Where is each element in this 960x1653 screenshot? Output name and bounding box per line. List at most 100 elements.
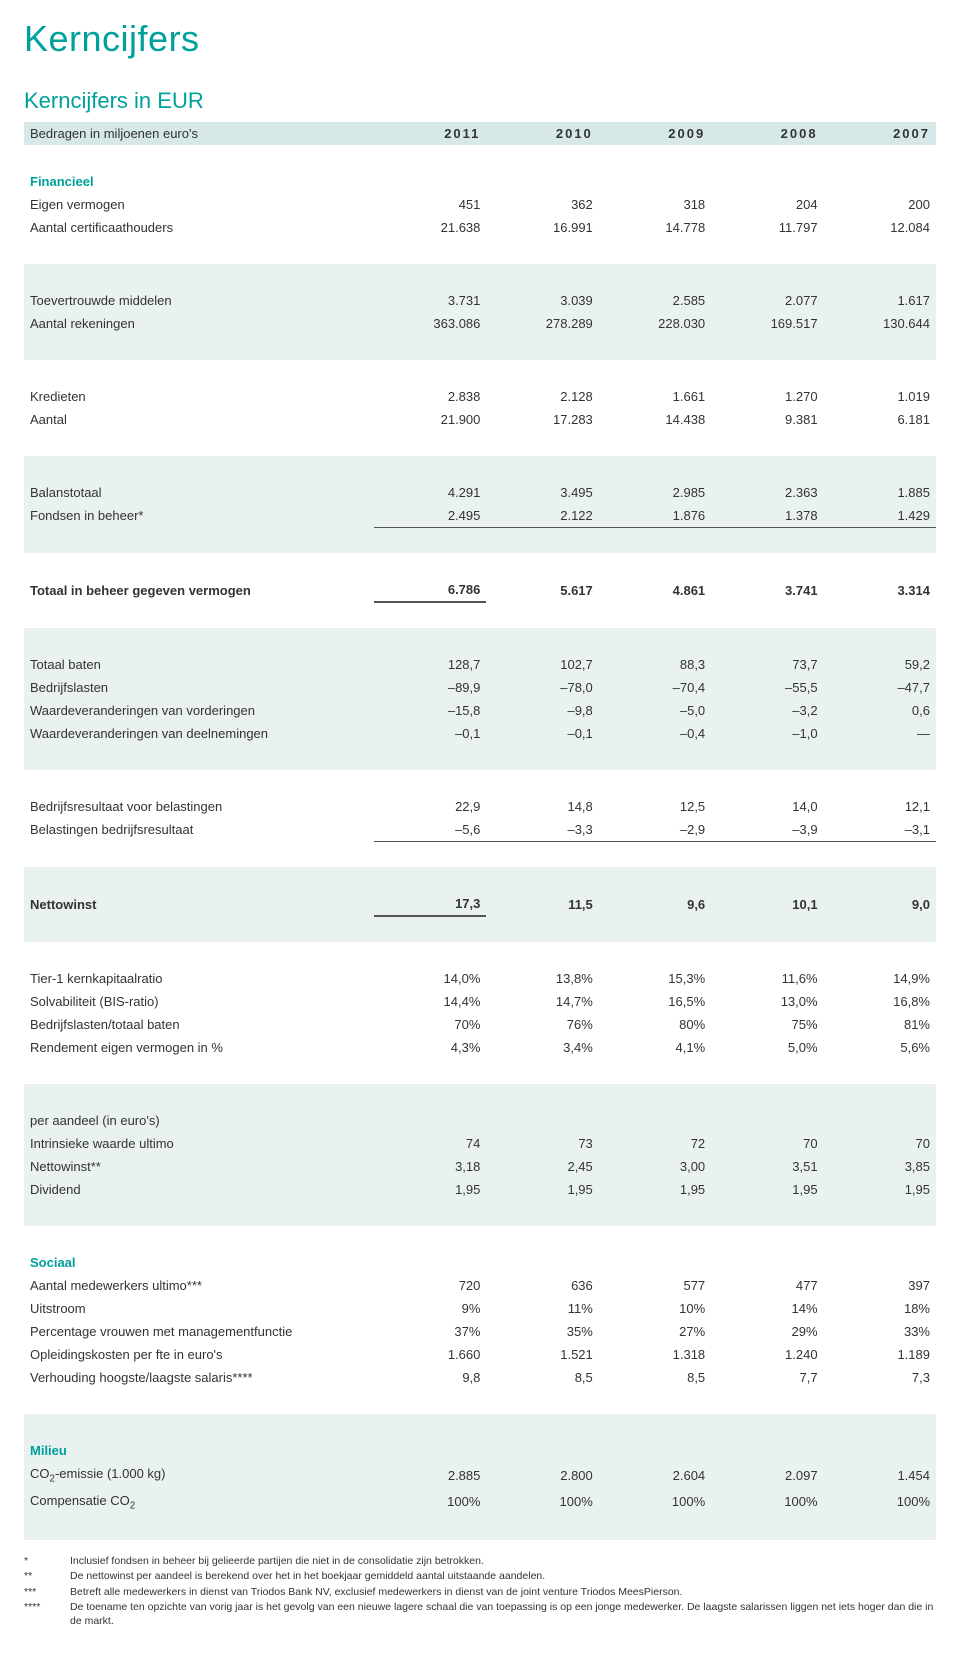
table-cell: 9%	[374, 1297, 486, 1320]
table-cell: 1,95	[599, 1178, 711, 1201]
table-cell: 27%	[599, 1320, 711, 1343]
table-cell: 3.731	[374, 289, 486, 312]
table-cell: 130.644	[824, 312, 936, 335]
table-cell: Sociaal	[24, 1251, 374, 1274]
table-cell: 75%	[711, 1013, 823, 1036]
table-cell: –0,1	[374, 722, 486, 745]
table-cell: 17.283	[486, 408, 598, 431]
footnotes: *Inclusief fondsen in beheer bij gelieer…	[24, 1554, 936, 1628]
table-cell: 29%	[711, 1320, 823, 1343]
table-cell: 4,3%	[374, 1036, 486, 1059]
table-cell: 14%	[711, 1297, 823, 1320]
table-cell: –3,1	[824, 818, 936, 842]
table-cell: 5,6%	[824, 1036, 936, 1059]
table-cell	[486, 170, 598, 193]
table-cell: per aandeel (in euro's)	[24, 1109, 374, 1132]
table-cell: 1.660	[374, 1343, 486, 1366]
table-cell: 16,8%	[824, 990, 936, 1013]
table-cell: 362	[486, 193, 598, 216]
table-cell: 21.638	[374, 216, 486, 239]
table-cell: 37%	[374, 1320, 486, 1343]
table-cell: 1.617	[824, 289, 936, 312]
table-cell: 9,8	[374, 1366, 486, 1389]
table-cell: –3,2	[711, 699, 823, 722]
table-cell	[374, 170, 486, 193]
table-cell: 3,85	[824, 1155, 936, 1178]
page-subtitle: Kerncijfers in EUR	[24, 88, 936, 114]
table-cell: Totaal baten	[24, 653, 374, 676]
table-cell: 17,3	[374, 892, 486, 916]
table-cell: 10,1	[711, 892, 823, 916]
table-cell	[374, 1251, 486, 1274]
table-cell: —	[824, 722, 936, 745]
table-cell: 1.661	[599, 385, 711, 408]
table-cell: 128,7	[374, 653, 486, 676]
table-cell: Aantal certificaathouders	[24, 216, 374, 239]
table-cell: 70	[711, 1132, 823, 1155]
table-cell: 14,0%	[374, 967, 486, 990]
table-cell: 73	[486, 1132, 598, 1155]
table-cell: 73,7	[711, 653, 823, 676]
table-cell: 2011	[374, 122, 486, 145]
table-cell: Solvabiliteit (BIS-ratio)	[24, 990, 374, 1013]
table-cell: 12,1	[824, 795, 936, 818]
table-cell: 22,9	[374, 795, 486, 818]
table-cell: Toevertrouwde middelen	[24, 289, 374, 312]
table-cell: Belastingen bedrijfsresultaat	[24, 818, 374, 842]
table-cell: 3.741	[711, 578, 823, 602]
table-cell	[374, 1109, 486, 1132]
table-cell: 1.454	[824, 1462, 936, 1489]
table-cell: 13,0%	[711, 990, 823, 1013]
table-cell: Tier-1 kernkapitaalratio	[24, 967, 374, 990]
table-cell: Bedragen in miljoenen euro's	[24, 122, 374, 145]
table-cell: 9,0	[824, 892, 936, 916]
table-cell: 363.086	[374, 312, 486, 335]
table-cell: 1.378	[711, 504, 823, 528]
table-cell: 577	[599, 1274, 711, 1297]
table-cell: 100%	[711, 1489, 823, 1516]
table-cell	[711, 1251, 823, 1274]
table-cell: 6.181	[824, 408, 936, 431]
table-cell: 1,95	[824, 1178, 936, 1201]
table-cell: 2.604	[599, 1462, 711, 1489]
table-cell: 9.381	[711, 408, 823, 431]
table-cell: 636	[486, 1274, 598, 1297]
table-cell: 8,5	[486, 1366, 598, 1389]
table-cell: Nettowinst**	[24, 1155, 374, 1178]
table-cell: Milieu	[24, 1439, 374, 1462]
table-cell: 15,3%	[599, 967, 711, 990]
table-cell	[486, 1251, 598, 1274]
table-cell: 21.900	[374, 408, 486, 431]
table-cell: 2.128	[486, 385, 598, 408]
table-cell: Balanstotaal	[24, 481, 374, 504]
table-cell: 2,45	[486, 1155, 598, 1178]
table-cell: 76%	[486, 1013, 598, 1036]
table-cell: Intrinsieke waarde ultimo	[24, 1132, 374, 1155]
table-cell: 3.039	[486, 289, 598, 312]
table-cell: 3,4%	[486, 1036, 598, 1059]
table-cell: 14,9%	[824, 967, 936, 990]
table-cell	[824, 170, 936, 193]
table-cell: Opleidingskosten per fte in euro's	[24, 1343, 374, 1366]
table-cell: 228.030	[599, 312, 711, 335]
table-cell	[599, 1109, 711, 1132]
table-cell: –5,6	[374, 818, 486, 842]
table-cell: –5,0	[599, 699, 711, 722]
table-cell: 397	[824, 1274, 936, 1297]
table-cell: –0,1	[486, 722, 598, 745]
table-cell	[599, 170, 711, 193]
table-cell: 318	[599, 193, 711, 216]
table-cell: –3,3	[486, 818, 598, 842]
table-cell: 10%	[599, 1297, 711, 1320]
table-cell: 88,3	[599, 653, 711, 676]
table-cell: 4.291	[374, 481, 486, 504]
table-cell: 451	[374, 193, 486, 216]
table-cell: 1.318	[599, 1343, 711, 1366]
table-cell: –9,8	[486, 699, 598, 722]
table-cell: –70,4	[599, 676, 711, 699]
table-cell: 477	[711, 1274, 823, 1297]
footnote: ****De toename ten opzichte van vorig ja…	[24, 1600, 936, 1628]
table-cell: 2.495	[374, 504, 486, 528]
table-cell: 4.861	[599, 578, 711, 602]
table-cell: Percentage vrouwen met managementfunctie	[24, 1320, 374, 1343]
